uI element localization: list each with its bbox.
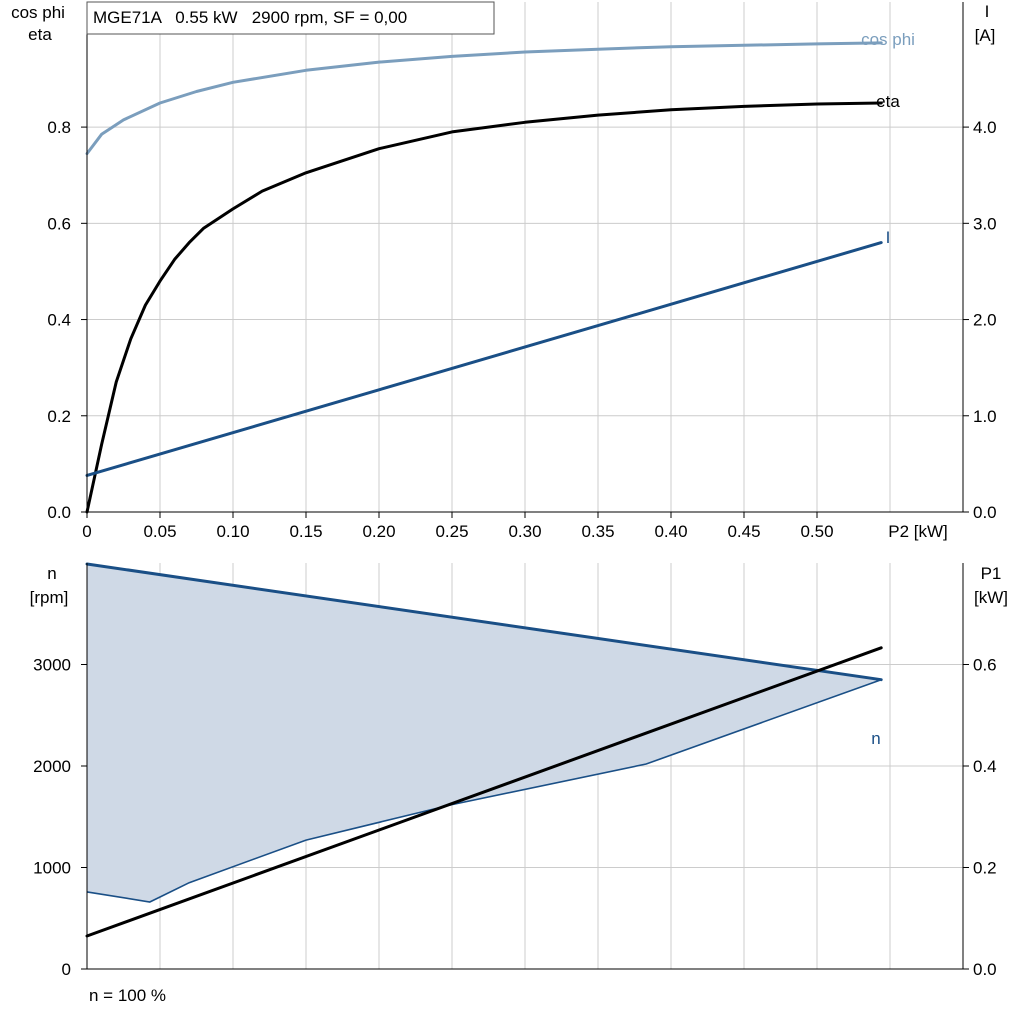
top-right-tick-label: 2.0	[973, 311, 997, 330]
bottom-left-axis-label-line2: [rpm]	[30, 588, 69, 607]
bottom-right-axis-label: P1 [kW]	[974, 564, 1008, 607]
top-x-tick-label: 0.10	[216, 522, 249, 541]
top-left-tick-label: 0.2	[47, 407, 71, 426]
speed-min-curve	[86, 678, 882, 903]
top-ticks: 0.0 0.2 0.4 0.6 0.8 0.0 1.0 2.0 3.0 4.0 0 0.05 0.10 0…	[47, 118, 996, 541]
bottom-panel: 0 1000 2000 3000 0.0 0.2 0.4 0.6 n [rpm] P1 [kW…	[30, 562, 1008, 1005]
bottom-right-tick-label: 0.2	[973, 859, 997, 878]
top-x-axis-label: P2 [kW]	[888, 522, 948, 541]
top-x-tick-label: 0.20	[362, 522, 395, 541]
title-box-frame	[86, 1, 495, 35]
top-left-axis-label-line1: cos phi	[11, 3, 65, 22]
top-left-axis-label: cos phi eta	[11, 3, 65, 44]
bottom-left-tick-label: 2000	[33, 757, 71, 776]
top-x-tick-label: 0.50	[800, 522, 833, 541]
top-x-tick-label: 0.30	[508, 522, 541, 541]
top-x-tick-label: 0.15	[289, 522, 322, 541]
top-right-tick-label: 1.0	[973, 407, 997, 426]
top-left-tick-label: 0.6	[47, 214, 71, 233]
top-right-axis-label-line2: [A]	[975, 26, 996, 45]
series-label-eta: eta	[876, 92, 900, 111]
bottom-left-axis-label: n [rpm]	[30, 564, 69, 607]
top-grid	[87, 2, 963, 512]
top-left-axis-label-line2: eta	[28, 25, 52, 44]
top-left-tick-label: 0.0	[47, 503, 71, 522]
top-right-axis-label: I [A]	[975, 2, 996, 45]
bottom-right-axis-label-line1: P1	[981, 564, 1002, 583]
speed-max-curve	[85, 562, 883, 682]
top-series-layer	[85, 41, 883, 514]
speed-range-band	[87, 564, 882, 902]
eta-curve	[85, 101, 883, 514]
top-x-tick-label: 0.40	[654, 522, 687, 541]
bottom-left-tick-label: 0	[62, 960, 71, 979]
bottom-left-axis-label-line1: n	[47, 564, 56, 583]
top-right-tick-label: 4.0	[973, 118, 997, 137]
top-x-tick-label: 0	[82, 522, 91, 541]
top-left-tick-label: 0.4	[47, 311, 71, 330]
top-right-tick-label: 0.0	[973, 503, 997, 522]
top-right-tick-label: 3.0	[973, 214, 997, 233]
current-curve	[85, 241, 883, 477]
p1-curve	[85, 646, 883, 938]
top-panel: 0.0 0.2 0.4 0.6 0.8 0.0 1.0 2.0 3.0 4.0 0 0.05 0.10 0…	[11, 1, 997, 541]
chart-title: MGE71A 0.55 kW 2900 rpm, SF = 0,00	[93, 8, 407, 27]
bottom-left-tick-label: 1000	[33, 859, 71, 878]
top-left-tick-label: 0.8	[47, 118, 71, 137]
bottom-left-tick-label: 3000	[33, 656, 71, 675]
bottom-right-tick-label: 0.0	[973, 960, 997, 979]
title-box: MGE71A 0.55 kW 2900 rpm, SF = 0,00	[86, 1, 495, 35]
cos-phi-curve	[85, 41, 883, 156]
top-x-tick-label: 0.05	[143, 522, 176, 541]
bottom-right-tick-label: 0.4	[973, 757, 997, 776]
footer-note: n = 100 %	[89, 986, 166, 1005]
top-x-tick-label: 0.25	[435, 522, 468, 541]
series-label-i: I	[886, 228, 891, 247]
series-label-cos-phi: cos phi	[861, 30, 915, 49]
bottom-series-layer	[85, 562, 883, 938]
top-right-axis-label-line1: I	[985, 2, 990, 21]
bottom-right-tick-label: 0.6	[973, 656, 997, 675]
bottom-ticks: 0 1000 2000 3000 0.0 0.2 0.4 0.6	[33, 656, 996, 980]
top-x-tick-label: 0.35	[581, 522, 614, 541]
bottom-right-axis-label-line2: [kW]	[974, 588, 1008, 607]
top-x-tick-label: 0.45	[727, 522, 760, 541]
series-label-n: n	[871, 729, 880, 748]
